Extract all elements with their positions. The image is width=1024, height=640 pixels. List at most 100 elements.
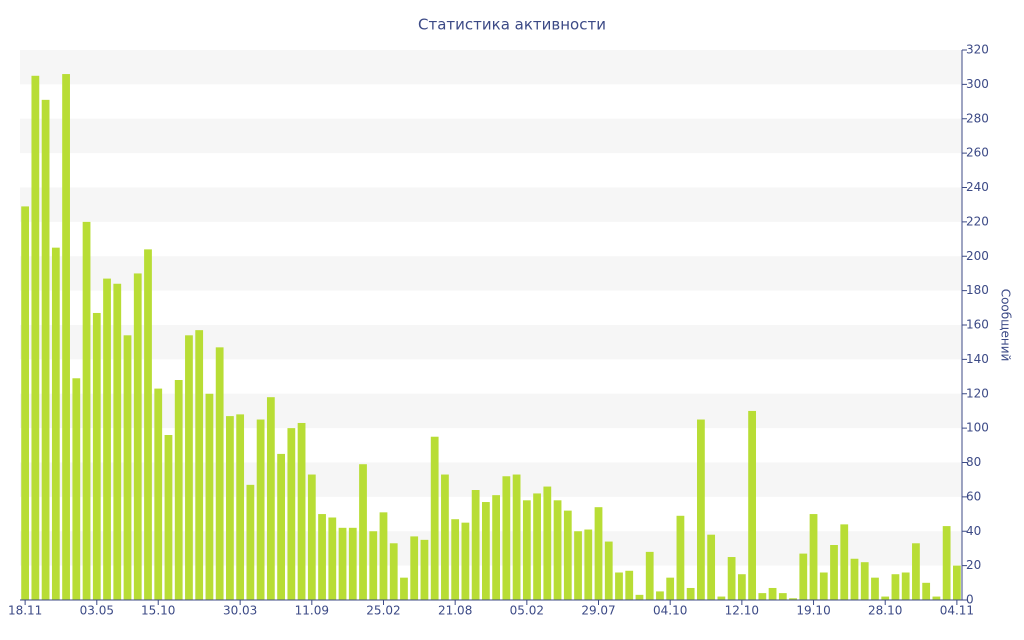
bar xyxy=(41,99,50,600)
bar xyxy=(615,572,623,600)
bar xyxy=(338,527,347,600)
bar xyxy=(297,422,306,600)
y-tick-label: 80 xyxy=(966,455,981,469)
y-tick-label: 220 xyxy=(966,214,989,228)
bar xyxy=(277,453,285,600)
bar xyxy=(195,330,204,600)
bar xyxy=(133,273,142,600)
bar xyxy=(830,545,838,600)
bar xyxy=(62,74,70,600)
x-tick-label: 28.10 xyxy=(868,604,902,618)
bar xyxy=(635,594,644,600)
grid-band xyxy=(20,187,962,222)
bar xyxy=(236,414,245,600)
y-axis-label: Сообщений xyxy=(999,289,1013,362)
x-tick-label: 29.07 xyxy=(581,604,615,618)
y-tick-label: 100 xyxy=(966,421,989,435)
x-tick-label: 18.11 xyxy=(8,604,42,618)
bar xyxy=(686,587,695,600)
bar xyxy=(471,490,480,600)
y-tick-label: 240 xyxy=(966,180,989,194)
bar xyxy=(707,534,716,600)
x-tick-label: 12.10 xyxy=(725,604,759,618)
y-tick-label: 200 xyxy=(966,249,989,263)
bar xyxy=(727,557,736,600)
x-tick-label: 11.09 xyxy=(295,604,329,618)
bar xyxy=(226,416,234,600)
bar xyxy=(51,247,60,600)
grid-band xyxy=(20,50,962,85)
bar xyxy=(758,593,767,600)
bar xyxy=(809,514,818,600)
bar xyxy=(359,464,367,600)
bar xyxy=(113,283,122,600)
bar xyxy=(604,541,613,600)
bar xyxy=(82,221,91,600)
bar xyxy=(185,335,193,600)
bar xyxy=(850,558,859,600)
y-tick-label: 320 xyxy=(966,43,989,57)
bar xyxy=(31,75,40,600)
bar xyxy=(492,495,501,600)
bar xyxy=(901,572,910,600)
bar xyxy=(952,565,961,600)
x-tick-label: 04.11 xyxy=(940,604,974,618)
bar xyxy=(72,378,81,600)
bar xyxy=(502,476,511,600)
y-tick-label: 260 xyxy=(966,146,989,160)
bar xyxy=(778,593,787,600)
y-tick-label: 180 xyxy=(966,283,989,297)
bar xyxy=(389,543,398,600)
y-tick-label: 40 xyxy=(966,524,981,538)
bar xyxy=(215,347,224,600)
bar xyxy=(891,574,900,600)
bar xyxy=(256,419,265,600)
bar xyxy=(574,531,582,600)
bar xyxy=(205,393,214,600)
bar xyxy=(737,574,746,600)
bar xyxy=(481,502,490,600)
y-tick-label: 0 xyxy=(966,593,974,607)
chart-title: Статистика активности xyxy=(418,16,606,34)
bar xyxy=(676,515,685,600)
bar xyxy=(840,524,849,600)
bar xyxy=(717,596,726,600)
bar xyxy=(748,410,756,600)
grid-band xyxy=(20,118,962,154)
x-tick-label: 25.02 xyxy=(366,604,400,618)
bar xyxy=(656,591,664,600)
bar xyxy=(860,562,869,600)
bar xyxy=(932,596,941,600)
bar xyxy=(799,553,808,600)
y-tick-label: 140 xyxy=(966,352,989,366)
bar xyxy=(584,529,593,600)
bar xyxy=(645,551,654,600)
bar xyxy=(307,474,316,600)
bar xyxy=(522,500,531,600)
bar xyxy=(594,507,603,600)
bar xyxy=(922,582,931,600)
x-tick-label: 04.10 xyxy=(653,604,687,618)
bar xyxy=(768,587,777,600)
x-tick-label: 03.05 xyxy=(80,604,114,618)
bar xyxy=(881,596,890,600)
bar xyxy=(942,526,951,600)
bar xyxy=(379,512,388,600)
x-tick-label: 21.08 xyxy=(438,604,472,618)
y-tick-label: 20 xyxy=(966,558,981,572)
bar xyxy=(553,500,562,600)
bar xyxy=(174,380,183,600)
bar xyxy=(563,510,572,600)
bar xyxy=(348,527,357,600)
grid-band xyxy=(20,325,962,360)
bar xyxy=(144,249,152,600)
bar xyxy=(154,388,163,600)
bar xyxy=(461,522,470,600)
bar xyxy=(697,419,705,600)
bar xyxy=(164,435,173,600)
x-tick-label: 15.10 xyxy=(141,604,175,618)
bar xyxy=(666,577,675,600)
bar xyxy=(871,577,879,600)
bar xyxy=(246,484,255,600)
y-tick-label: 280 xyxy=(966,111,989,125)
